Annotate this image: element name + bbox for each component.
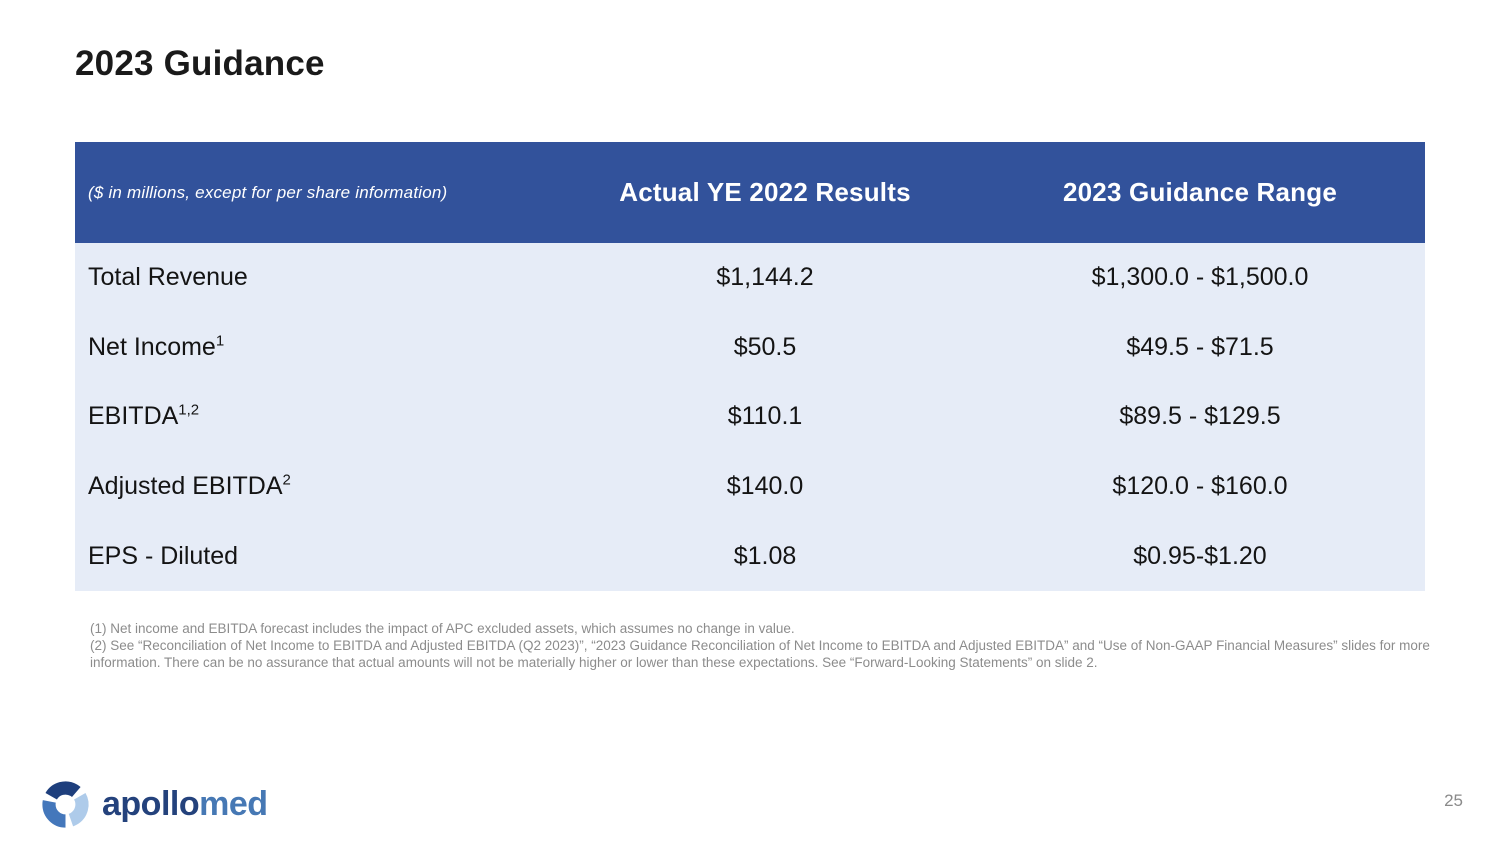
guidance-table: ($ in millions, except for per share inf… [75, 142, 1425, 591]
footnote-1: (1) Net income and EBITDA forecast inclu… [90, 621, 795, 636]
guidance-value: $49.5 - $71.5 [1126, 332, 1274, 361]
actual-value: $1.08 [733, 541, 797, 570]
guidance-value: $0.95-$1.20 [1133, 541, 1267, 570]
row-label: EPS - Diluted [88, 541, 239, 570]
unit-note: ($ in millions, except for per share inf… [88, 182, 448, 202]
guidance-value: $89.5 - $129.5 [1119, 402, 1281, 431]
guidance-value: $120.0 - $160.0 [1112, 472, 1288, 501]
row-label: Net Income1 [88, 332, 225, 361]
column-header-guidance: 2023 Guidance Range [1062, 177, 1338, 207]
actual-value: $110.1 [727, 402, 803, 431]
footnotes: (1) Net income and EBITDA forecast inclu… [90, 620, 1442, 671]
row-label: EBITDA1,2 [88, 402, 200, 431]
apollomed-swirl-icon [42, 781, 89, 828]
footnote-superscript: 1,2 [178, 402, 200, 420]
footnote-superscript: 1 [215, 332, 225, 350]
actual-value: $1,144.2 [716, 263, 814, 292]
row-label: Total Revenue [88, 263, 248, 292]
page-title: 2023 Guidance [75, 44, 325, 83]
table-header-row: ($ in millions, except for per share inf… [75, 142, 1425, 243]
table-row: Total Revenue $1,144.2 $1,300.0 - $1,500… [75, 243, 1425, 313]
footnote-superscript: 2 [282, 471, 291, 489]
logo-wordmark: apollomed [102, 785, 268, 824]
table-row: EBITDA1,2 $110.1 $89.5 - $129.5 [75, 382, 1425, 452]
footnote-2: (2) See “Reconciliation of Net Income to… [90, 638, 1430, 670]
actual-value: $140.0 [726, 472, 804, 501]
page-number: 25 [1444, 791, 1463, 810]
guidance-value: $1,300.0 - $1,500.0 [1091, 263, 1309, 292]
logo-text-apollo: apollo [102, 785, 200, 823]
apollomed-logo: apollomed [38, 777, 268, 832]
table-row: Net Income1 $50.5 $49.5 - $71.5 [75, 313, 1425, 383]
row-label: Adjusted EBITDA2 [88, 471, 291, 501]
table-row: Adjusted EBITDA2 $140.0 $120.0 - $160.0 [75, 452, 1425, 522]
logo-text-med: med [199, 785, 268, 823]
table-body: Total Revenue $1,144.2 $1,300.0 - $1,500… [75, 243, 1425, 591]
column-header-actual: Actual YE 2022 Results [619, 177, 911, 207]
table-row: EPS - Diluted $1.08 $0.95-$1.20 [75, 521, 1425, 591]
actual-value: $50.5 [733, 332, 797, 361]
